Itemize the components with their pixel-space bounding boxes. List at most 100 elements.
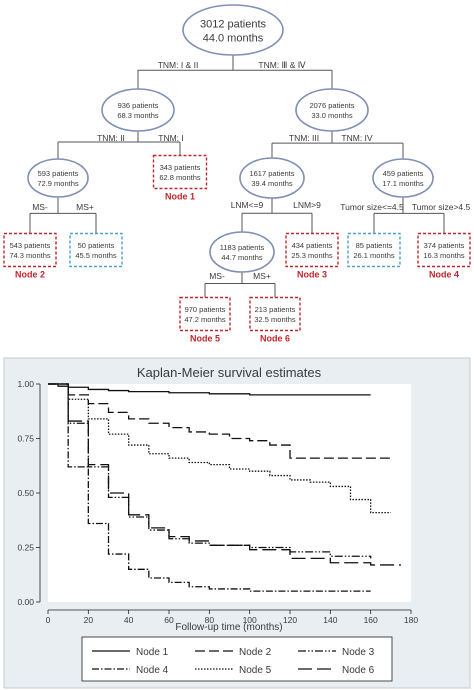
split-label-left: TNM: II bbox=[97, 133, 125, 143]
x-tick-label: 60 bbox=[164, 615, 174, 625]
terminal-node-box bbox=[152, 154, 208, 190]
node-label: Node 6 bbox=[260, 334, 290, 344]
node-label: Node 2 bbox=[15, 270, 45, 280]
node-months: 16.3 months bbox=[423, 251, 465, 260]
node-months: 44.7 months bbox=[221, 253, 263, 262]
x-tick-label: 100 bbox=[243, 615, 257, 625]
node-months: 47.2 months bbox=[184, 315, 226, 324]
node-patients: 970 patients bbox=[185, 305, 226, 314]
tree-edge bbox=[29, 197, 97, 234]
node-patients: 343 patients bbox=[160, 163, 201, 172]
split-label-left: MS- bbox=[209, 271, 225, 281]
split-label-left: TNM: I & II bbox=[158, 60, 199, 70]
split-label-right: TNM: IV bbox=[341, 133, 372, 143]
split-label-left: MS- bbox=[32, 202, 48, 212]
terminal-node-box bbox=[285, 232, 339, 268]
node-ellipse bbox=[182, 4, 284, 56]
x-tick-label: 20 bbox=[84, 615, 94, 625]
x-tick-label: 160 bbox=[364, 615, 378, 625]
tree-edge bbox=[271, 131, 404, 159]
legend-label: Node 3 bbox=[342, 647, 375, 658]
node-ellipse bbox=[239, 157, 305, 199]
y-tick-label: 1.00 bbox=[17, 379, 34, 389]
node-patients: 936 patients bbox=[118, 101, 159, 110]
x-tick-label: 80 bbox=[205, 615, 215, 625]
plot-area bbox=[48, 384, 411, 602]
node-patients: 50 patients bbox=[78, 241, 115, 250]
survival-curve-node-4 bbox=[48, 383, 371, 592]
node-months: 17.1 months bbox=[382, 179, 424, 188]
terminal-node-box bbox=[69, 232, 123, 268]
node-months: 68.3 months bbox=[117, 111, 159, 120]
x-tick-label: 40 bbox=[124, 615, 134, 625]
node-months: 72.9 months bbox=[37, 179, 79, 188]
legend-label: Node 1 bbox=[136, 647, 169, 658]
node-ellipse bbox=[209, 231, 275, 273]
x-tick-label: 120 bbox=[283, 615, 297, 625]
terminal-node-box bbox=[249, 296, 301, 332]
node-months: 62.8 months bbox=[159, 173, 201, 182]
node-patients: 1617 patients bbox=[249, 169, 294, 178]
split-label-right: MS+ bbox=[253, 271, 271, 281]
node-patients: 459 patients bbox=[383, 169, 424, 178]
decision-tree: TNM: I & II TNM: Ⅲ & Ⅳ TNM: II TNM: I TNM: I… bbox=[3, 4, 471, 344]
tree-edge bbox=[373, 197, 445, 234]
node-patients: 85 patients bbox=[356, 241, 393, 250]
node-label: Node 5 bbox=[190, 334, 220, 344]
legend-label: Node 2 bbox=[239, 647, 272, 658]
x-tick-label: 140 bbox=[323, 615, 337, 625]
tree-node: 3012 patients 44.0 months bbox=[182, 4, 284, 56]
tree-edge bbox=[57, 131, 181, 159]
split-label-left: TNM: III bbox=[289, 133, 319, 143]
node-label: Node 3 bbox=[297, 270, 327, 280]
legend-label: Node 6 bbox=[342, 665, 375, 676]
chart-title: Kaplan-Meier survival estimates bbox=[137, 365, 322, 380]
node-patients: 374 patients bbox=[424, 241, 465, 250]
node-label: Node 4 bbox=[429, 270, 459, 280]
legend-label: Node 5 bbox=[239, 665, 272, 676]
node-months: 32.5 months bbox=[254, 315, 296, 324]
node-months: 39.4 months bbox=[251, 179, 293, 188]
split-label-right: TNM: Ⅲ & Ⅳ bbox=[258, 60, 305, 70]
survival-curve-node-2 bbox=[48, 383, 391, 459]
node-patients: 213 patients bbox=[255, 305, 296, 314]
node-patients: 3012 patients bbox=[200, 18, 267, 30]
node-months: 45.5 months bbox=[75, 251, 117, 260]
legend-label: Node 4 bbox=[136, 665, 169, 676]
node-ellipse bbox=[27, 158, 89, 198]
node-months: 44.0 months bbox=[203, 33, 264, 45]
node-patients: 593 patients bbox=[38, 169, 79, 178]
tree-edge bbox=[241, 198, 313, 234]
node-ellipse bbox=[101, 88, 175, 132]
terminal-node-box bbox=[347, 232, 401, 268]
node-patients: 1183 patients bbox=[220, 243, 265, 252]
survival-curve-node-5 bbox=[48, 383, 391, 514]
split-label-right: Tumor size>4.5 bbox=[412, 202, 471, 212]
y-tick-label: 0.25 bbox=[17, 543, 34, 553]
tree-edge bbox=[137, 55, 333, 89]
node-patients: 543 patients bbox=[10, 241, 51, 250]
node-patients: 2076 patients bbox=[309, 101, 354, 110]
terminal-node-box bbox=[179, 296, 231, 332]
node-ellipse bbox=[295, 88, 369, 132]
split-label-right: TNM: I bbox=[158, 133, 184, 143]
node-ellipse bbox=[372, 158, 434, 198]
kaplan-meier-chart: Kaplan-Meier survival estimates 0 20 40 60 80… bbox=[3, 357, 471, 689]
legend-box bbox=[81, 636, 393, 682]
survival-curve-node-6 bbox=[48, 383, 401, 566]
split-label-right: MS+ bbox=[76, 202, 94, 212]
x-axis-label: Follow-up time (months) bbox=[175, 622, 282, 633]
tree-edge bbox=[204, 272, 276, 298]
